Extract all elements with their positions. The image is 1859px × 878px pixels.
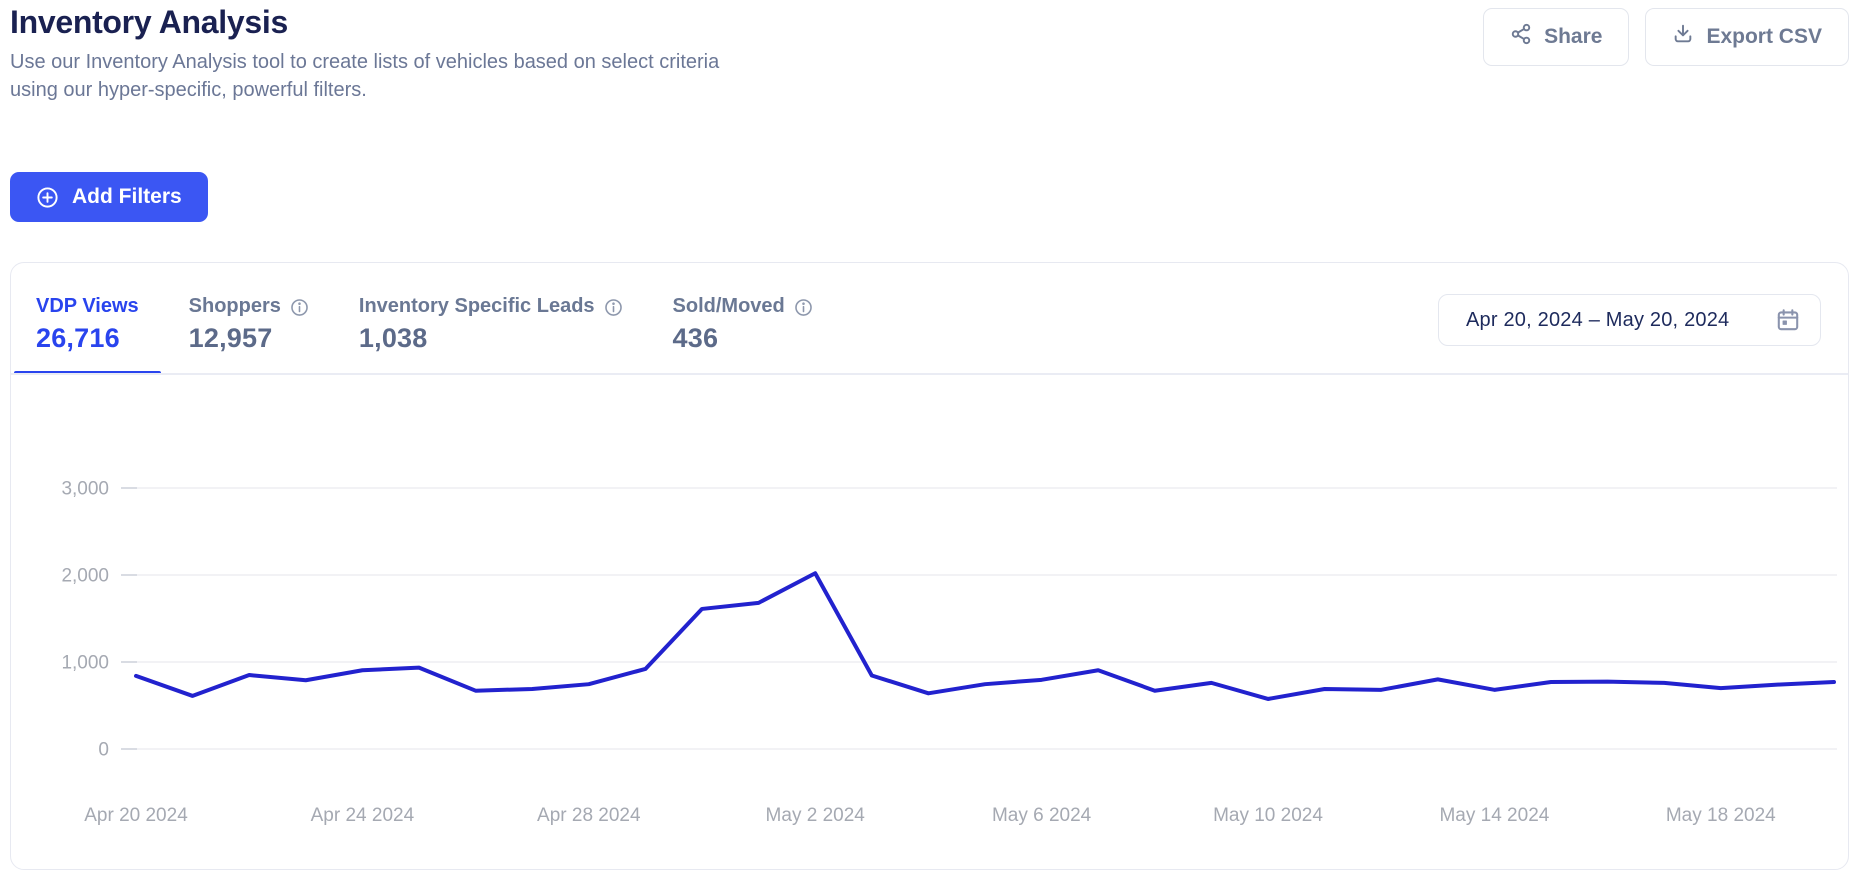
tab-inventory-specific-leads-value: 1,038: [358, 323, 428, 353]
date-range-picker[interactable]: Apr 20, 2024 – May 20, 2024: [1438, 294, 1821, 346]
svg-text:1,000: 1,000: [61, 653, 109, 674]
svg-text:Apr 24 2024: Apr 24 2024: [311, 805, 415, 826]
share-button[interactable]: Share: [1483, 8, 1630, 66]
page-subtitle-line2: using our hyper-specific, powerful filte…: [10, 79, 367, 101]
info-icon[interactable]: [290, 298, 309, 317]
date-range-text: Apr 20, 2024 – May 20, 2024: [1466, 308, 1730, 331]
share-button-label: Share: [1544, 25, 1603, 48]
tab-sold-moved[interactable]: Sold/Moved 436: [651, 291, 835, 375]
svg-text:May 6 2024: May 6 2024: [992, 805, 1092, 826]
metric-tabs: VDP Views 26,716 Shoppers 12,957: [14, 291, 835, 375]
svg-text:Apr 28 2024: Apr 28 2024: [537, 805, 641, 826]
tab-inventory-specific-leads-label: Inventory Specific Leads: [358, 295, 595, 317]
tab-vdp-views-label: VDP Views: [36, 295, 139, 317]
svg-text:Apr 20 2024: Apr 20 2024: [84, 805, 188, 826]
svg-text:0: 0: [98, 740, 109, 761]
svg-text:May 14 2024: May 14 2024: [1439, 805, 1549, 826]
tab-inventory-specific-leads[interactable]: Inventory Specific Leads 1,038: [337, 291, 645, 375]
svg-text:3,000: 3,000: [61, 479, 109, 500]
add-filters-button[interactable]: Add Filters: [10, 172, 208, 222]
header-actions: Share Export CSV: [1483, 8, 1849, 66]
tab-shoppers-label: Shoppers: [188, 295, 281, 317]
page-title: Inventory Analysis: [10, 4, 288, 40]
tab-sold-moved-value: 436: [672, 323, 719, 353]
svg-text:May 18 2024: May 18 2024: [1666, 805, 1776, 826]
vdp-views-line-chart: 0 1,000 2,000 3,000 Apr 20 2024 Apr 24 2024 Ap…: [11, 423, 1848, 869]
info-icon[interactable]: [794, 298, 813, 317]
svg-text:May 2 2024: May 2 2024: [766, 805, 866, 826]
page-subtitle: Use our Inventory Analysis tool to creat…: [10, 48, 719, 104]
tab-shoppers-value: 12,957: [188, 323, 273, 353]
analytics-card: VDP Views 26,716 Shoppers 12,957: [10, 262, 1849, 870]
page-subtitle-line1: Use our Inventory Analysis tool to creat…: [10, 51, 720, 73]
add-filters-button-label: Add Filters: [72, 185, 182, 208]
tab-shoppers[interactable]: Shoppers 12,957: [167, 291, 331, 375]
calendar-icon: [1775, 307, 1801, 333]
download-icon: [1672, 23, 1694, 51]
export-csv-button-label: Export CSV: [1706, 25, 1822, 48]
tab-vdp-views[interactable]: VDP Views 26,716: [14, 291, 161, 375]
tab-vdp-views-value: 26,716: [36, 323, 120, 353]
chart-canvas: 0 1,000 2,000 3,000 Apr 20 2024 Apr 24 2024 Ap…: [61, 479, 1837, 826]
svg-text:2,000: 2,000: [61, 566, 109, 587]
tab-sold-moved-label: Sold/Moved: [672, 295, 785, 317]
tabs-divider: [11, 373, 1848, 375]
info-icon[interactable]: [604, 298, 623, 317]
svg-text:May 10 2024: May 10 2024: [1213, 805, 1323, 826]
share-icon: [1510, 23, 1532, 51]
export-csv-button[interactable]: Export CSV: [1645, 8, 1849, 66]
plus-circle-icon: [36, 186, 59, 209]
